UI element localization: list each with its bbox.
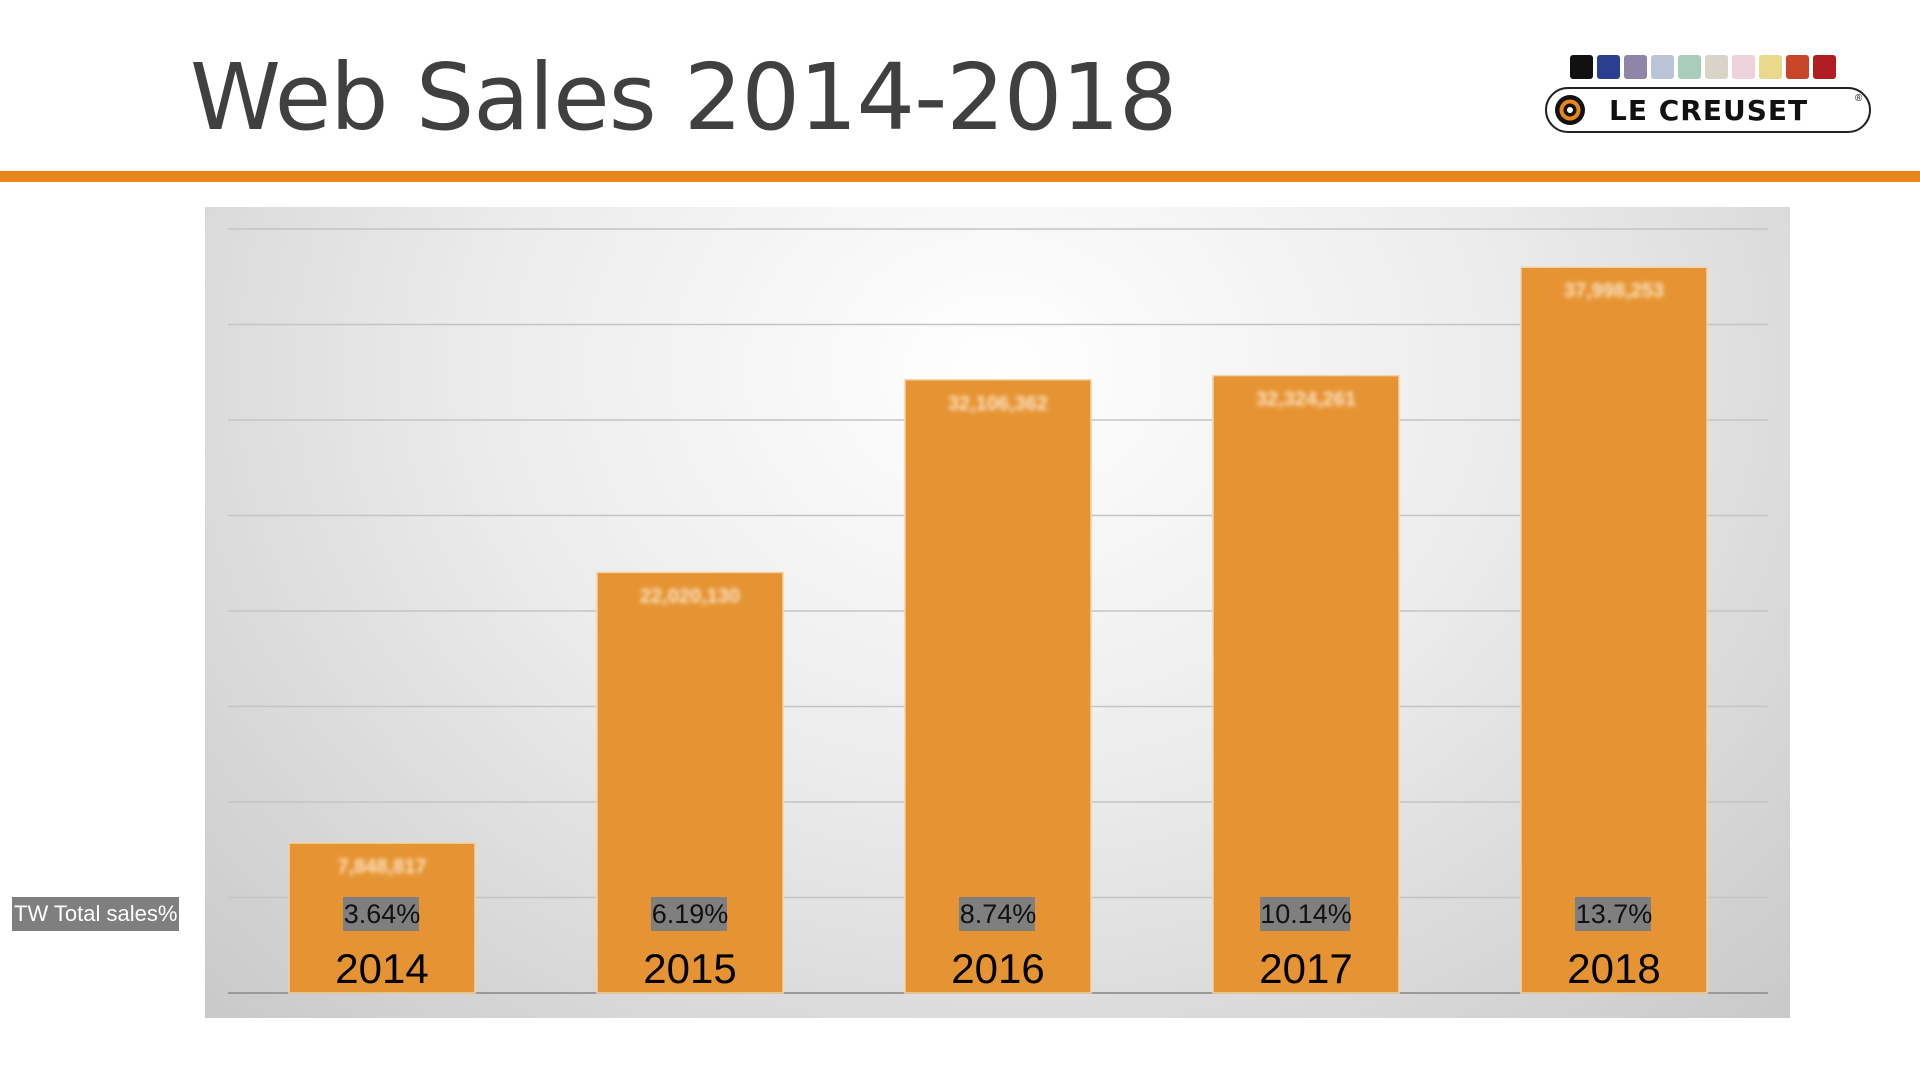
percent-label-box: [959, 897, 1035, 931]
percent-label-box: [651, 897, 727, 931]
percent-labels: 3.64% 6.19% 8.74% 10.14% 13.7%: [343, 897, 1652, 931]
color-swatch: [1732, 55, 1755, 79]
percent-label: 13.7%: [1576, 899, 1653, 929]
color-swatch: [1786, 55, 1809, 79]
percent-label: 6.19%: [652, 899, 729, 929]
category-label-2016: 2016: [951, 945, 1044, 992]
bar-value-label: 22,020,130: [640, 585, 740, 607]
bars: [288, 266, 1708, 994]
color-swatch: [1813, 55, 1836, 79]
le-creuset-logo: LE CREUSET ®: [1545, 55, 1875, 137]
bar-2018: [1520, 266, 1708, 994]
bar-2016: [904, 379, 1092, 994]
data-labels: 7,848,817 22,020,130 32,106,362 32,324,261 3…: [338, 280, 1665, 878]
color-swatch: [1570, 55, 1593, 79]
logo-badge: LE CREUSET ®: [1545, 87, 1871, 133]
percent-label: 3.64%: [344, 899, 421, 929]
title-underline: [0, 171, 1920, 182]
percent-label-box: [343, 897, 419, 931]
logo-registered-mark: ®: [1855, 93, 1863, 104]
percent-label-box: [1260, 897, 1350, 931]
color-swatch-row: [1570, 55, 1836, 79]
bar-value-label: 32,106,362: [948, 393, 1048, 415]
color-swatch: [1651, 55, 1674, 79]
bar-2017: [1212, 374, 1400, 994]
bar-value-label: 7,848,817: [338, 856, 427, 878]
category-labels: 2014 2015 2016 2017 2018: [335, 945, 1660, 992]
logo-ring-icon: [1555, 95, 1585, 125]
color-swatch: [1678, 55, 1701, 79]
category-label-2014: 2014: [335, 945, 428, 992]
color-swatch: [1624, 55, 1647, 79]
tw-total-sales-row-label: TW Total sales%: [12, 897, 180, 931]
category-label-2017: 2017: [1259, 945, 1352, 992]
percent-label: 10.14%: [1260, 899, 1352, 929]
percent-label: 8.74%: [960, 899, 1037, 929]
category-label-2018: 2018: [1567, 945, 1660, 992]
bar-value-label: 32,324,261: [1256, 389, 1356, 411]
color-swatch: [1759, 55, 1782, 79]
percent-label-box: [1575, 897, 1651, 931]
bar-value-label: 37,998,253: [1564, 280, 1664, 302]
logo-wordmark: LE CREUSET: [1609, 94, 1809, 127]
color-swatch: [1597, 55, 1620, 79]
page-title: Web Sales 2014-2018: [190, 44, 1177, 151]
category-label-2015: 2015: [643, 945, 736, 992]
color-swatch: [1705, 55, 1728, 79]
